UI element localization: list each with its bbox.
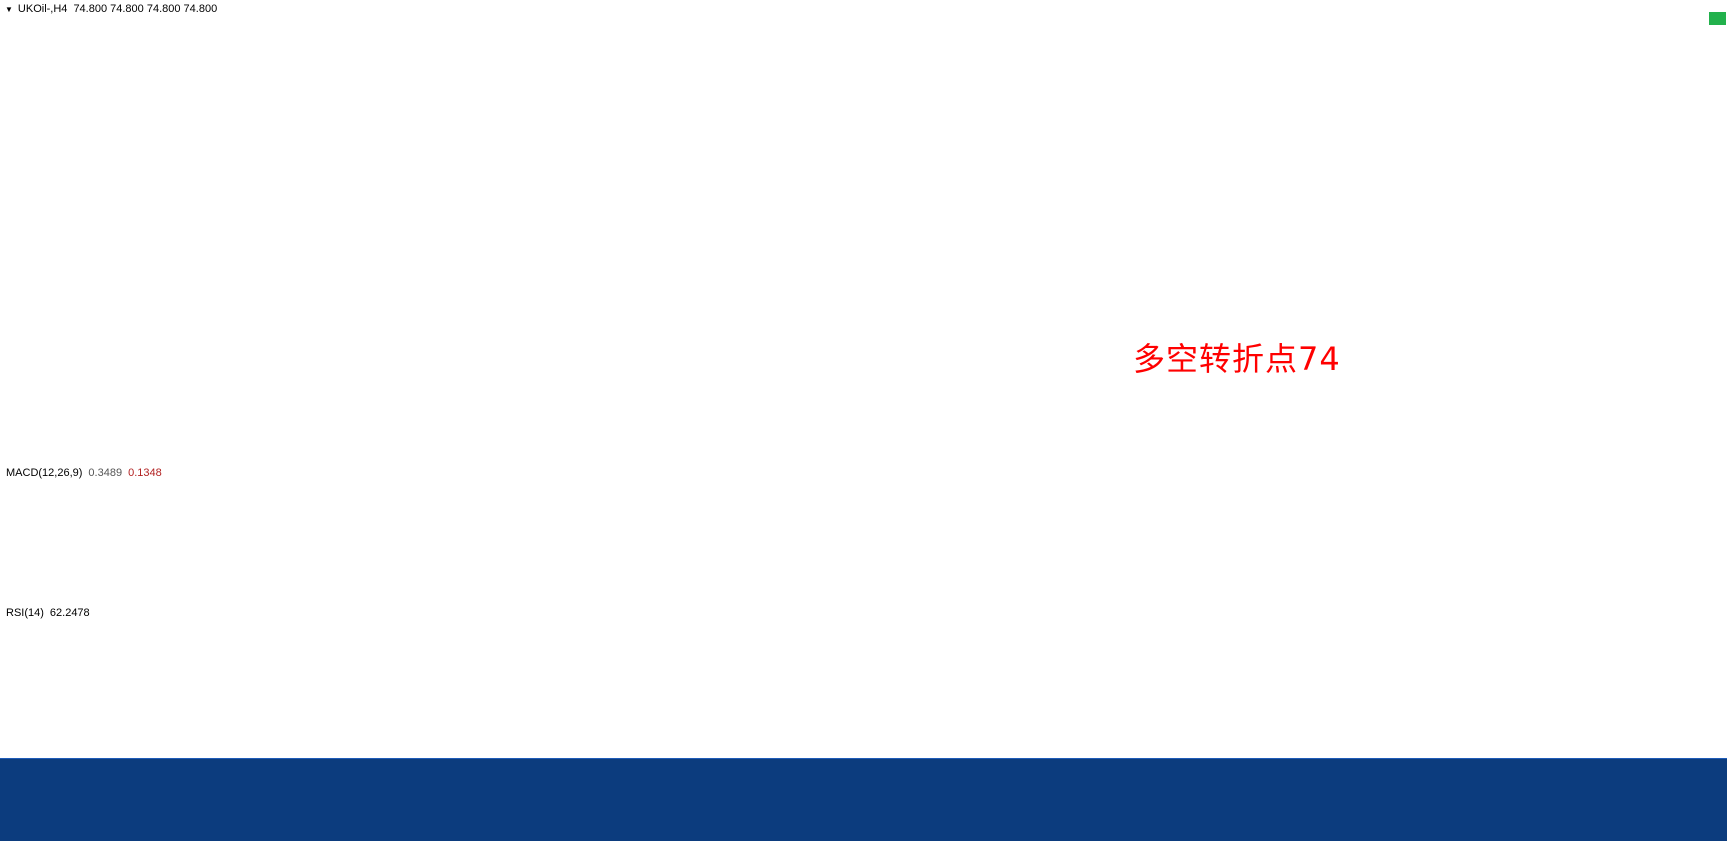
chart-title: ▼ UKOil-,H4 74.800 74.800 74.800 74.800	[5, 3, 217, 15]
ohlc-readout: 74.800 74.800 74.800 74.800	[73, 3, 218, 15]
symbol-period-label: UKOil-,H4	[17, 3, 68, 15]
chart-canvas[interactable]	[0, 0, 1727, 758]
macd-main-value: 0.3489	[88, 467, 123, 479]
macd-title: MACD(12,26,9)	[6, 467, 83, 479]
bottom-bar	[0, 758, 1727, 841]
rsi-value: 62.2478	[49, 607, 90, 619]
rsi-indicator-label: RSI(14) 62.2478	[6, 607, 90, 619]
chart-annotation: 多空转折点74	[1133, 340, 1341, 378]
collapse-triangle-icon[interactable]: ▼	[5, 5, 13, 14]
scroll-to-end-marker[interactable]	[1709, 12, 1726, 25]
macd-signal-value: 0.1348	[128, 467, 162, 479]
macd-indicator-label: MACD(12,26,9) 0.3489 0.1348	[6, 467, 162, 479]
rsi-title: RSI(14)	[6, 607, 44, 619]
